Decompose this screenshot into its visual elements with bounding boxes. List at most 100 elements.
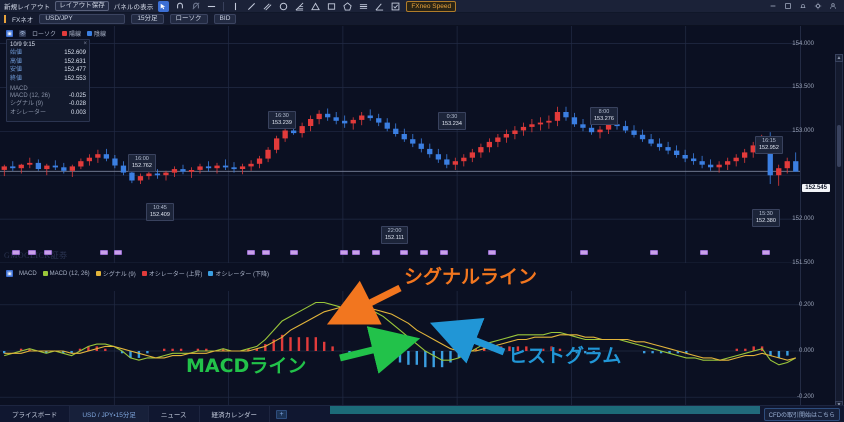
brand-label: FXネオ [12, 17, 34, 24]
callout-time: 10:45 [153, 205, 167, 211]
vertical-scrollbar[interactable] [835, 54, 843, 409]
rectangle-icon[interactable] [326, 1, 337, 12]
event-marker[interactable] [372, 250, 380, 255]
save-layout-button[interactable]: レイアウト保存 [55, 0, 109, 12]
macd-legend-item-signal: シグナル (9) [95, 269, 136, 278]
event-marker[interactable] [580, 250, 588, 255]
event-marker[interactable] [44, 250, 52, 255]
toolbar-divider [223, 1, 225, 11]
tab-usdjpy-chart[interactable]: USD / JPY・15分足 [70, 405, 149, 422]
price-plot[interactable] [0, 26, 800, 263]
callout-time: 16:30 [275, 113, 289, 119]
tab-economic-calendar[interactable]: 経済カレンダー [200, 405, 271, 422]
ohlc-macd-value: MACD (12, 26) -0.025 [10, 92, 86, 99]
event-marker[interactable] [400, 250, 408, 255]
chart-settings-icon[interactable]: ▣ [6, 30, 13, 37]
close-icon[interactable]: × [83, 41, 87, 47]
macd-plot[interactable] [0, 291, 800, 411]
macd-legend-item-osc-up: オシレーター (上昇) [141, 269, 202, 278]
new-layout-button[interactable]: 新規レイアウト [4, 4, 51, 11]
ohlc-signal-value: シグナル (9) -0.028 [10, 101, 86, 108]
ohlc-oscillator-value: オシレーター 0.003 [10, 110, 86, 117]
trend-line-icon[interactable] [246, 1, 257, 12]
price-axis-tick: 151.500 [792, 260, 814, 266]
event-marker[interactable] [28, 250, 36, 255]
chart-area[interactable]: ▣ 👁 ローソク 陽線 陰線 × 10/9 9:15 始値 152.609 [0, 26, 844, 422]
horizontal-line-icon[interactable] [206, 1, 217, 12]
callout-price: 152.952 [759, 144, 779, 151]
callout-price: 152.409 [150, 211, 170, 218]
signal-color-chip-icon [95, 271, 101, 276]
event-marker[interactable] [488, 250, 496, 255]
event-marker[interactable] [262, 250, 270, 255]
scrollbar-thumb[interactable] [837, 125, 841, 167]
ohlc-row-open: 始値 152.609 [10, 50, 86, 56]
fib-icon[interactable] [294, 1, 305, 12]
event-marker[interactable] [352, 250, 360, 255]
window-minimize-icon[interactable] [767, 1, 778, 12]
price-axis-tick: 154.000 [792, 40, 814, 47]
annotation-histogram: ヒストグラム [508, 345, 622, 368]
event-marker[interactable] [290, 250, 298, 255]
angle-icon[interactable] [374, 1, 385, 12]
list-icon[interactable] [358, 1, 369, 12]
price-callout: 22:00 152.111 [381, 226, 409, 244]
circle-icon[interactable] [278, 1, 289, 12]
symbol-selector[interactable]: USD/JPY [39, 13, 126, 25]
pentagon-icon[interactable] [342, 1, 353, 12]
event-marker[interactable] [650, 250, 658, 255]
event-marker[interactable] [700, 250, 708, 255]
gear-icon[interactable] [812, 1, 823, 12]
event-marker[interactable] [114, 250, 122, 255]
fxneo-speed-button[interactable]: FXneo Speed [406, 0, 457, 12]
window-maximize-icon[interactable] [782, 1, 793, 12]
ohlc-datetime: 10/9 9:15 [10, 42, 36, 48]
scroll-up-button[interactable]: ▲ [835, 54, 843, 62]
current-price-tag: 152.545 [802, 184, 830, 192]
callout-price: 152.380 [756, 217, 776, 224]
magnet-off-icon[interactable] [190, 1, 201, 12]
ohlc-row-close: 終値 152.553 [10, 76, 86, 83]
magnet-icon[interactable] [174, 1, 185, 12]
chart-type-selector[interactable]: ローソク [169, 13, 208, 25]
event-marker[interactable] [440, 250, 448, 255]
annotation-macd-line: MACDライン [186, 355, 307, 378]
vertical-line-icon[interactable] [230, 1, 241, 12]
callout-time: 16:00 [135, 156, 149, 162]
event-marker[interactable] [340, 250, 348, 255]
callout-time: 22:00 [387, 228, 402, 234]
macd-settings-icon[interactable]: ▣ [6, 270, 13, 277]
event-marker[interactable] [762, 250, 770, 255]
legend-up-candle: 陽線 [62, 29, 81, 38]
accent-bar-icon [4, 15, 6, 23]
event-marker[interactable] [100, 250, 108, 255]
callout-price: 153.234 [442, 120, 462, 127]
down-color-chip-icon [87, 31, 93, 36]
legend-down-candle: 陰線 [87, 29, 106, 38]
timeframe-selector[interactable]: 15分足 [131, 13, 164, 25]
event-marker[interactable] [247, 250, 255, 255]
event-marker[interactable] [420, 250, 428, 255]
chart-visibility-icon[interactable]: 👁 [19, 30, 26, 37]
ohlc-info-panel: × 10/9 9:15 始値 152.609 高値 152.631 安値 152… [6, 39, 90, 122]
event-marker[interactable] [12, 250, 20, 255]
callout-time: 15:30 [759, 211, 773, 217]
ohlc-row-high: 高値 152.631 [10, 58, 86, 65]
tab-news[interactable]: ニュース [149, 405, 200, 422]
macd-legend-badge-label: MACD [19, 270, 37, 277]
price-callout: 16:00 152.762 [128, 154, 156, 172]
price-side-selector[interactable]: BID [213, 13, 237, 25]
user-icon[interactable] [827, 1, 838, 12]
cfd-promo-link[interactable]: CFDの取引開始はこちら [763, 407, 840, 421]
add-tab-button[interactable]: + [276, 409, 288, 419]
watermark: GMOCLICK証券 [4, 251, 68, 260]
panel-display-button[interactable]: パネルの表示 [113, 4, 154, 11]
price-callout: 0:30 153.234 [438, 112, 466, 130]
parallel-line-icon[interactable] [262, 1, 273, 12]
check-box-icon[interactable] [390, 1, 401, 12]
cursor-icon[interactable] [158, 0, 170, 12]
tab-price-board[interactable]: プライスボード [0, 405, 71, 422]
triangle-icon[interactable] [310, 1, 321, 12]
callout-time: 0:30 [446, 114, 458, 120]
bell-icon[interactable] [797, 1, 808, 12]
